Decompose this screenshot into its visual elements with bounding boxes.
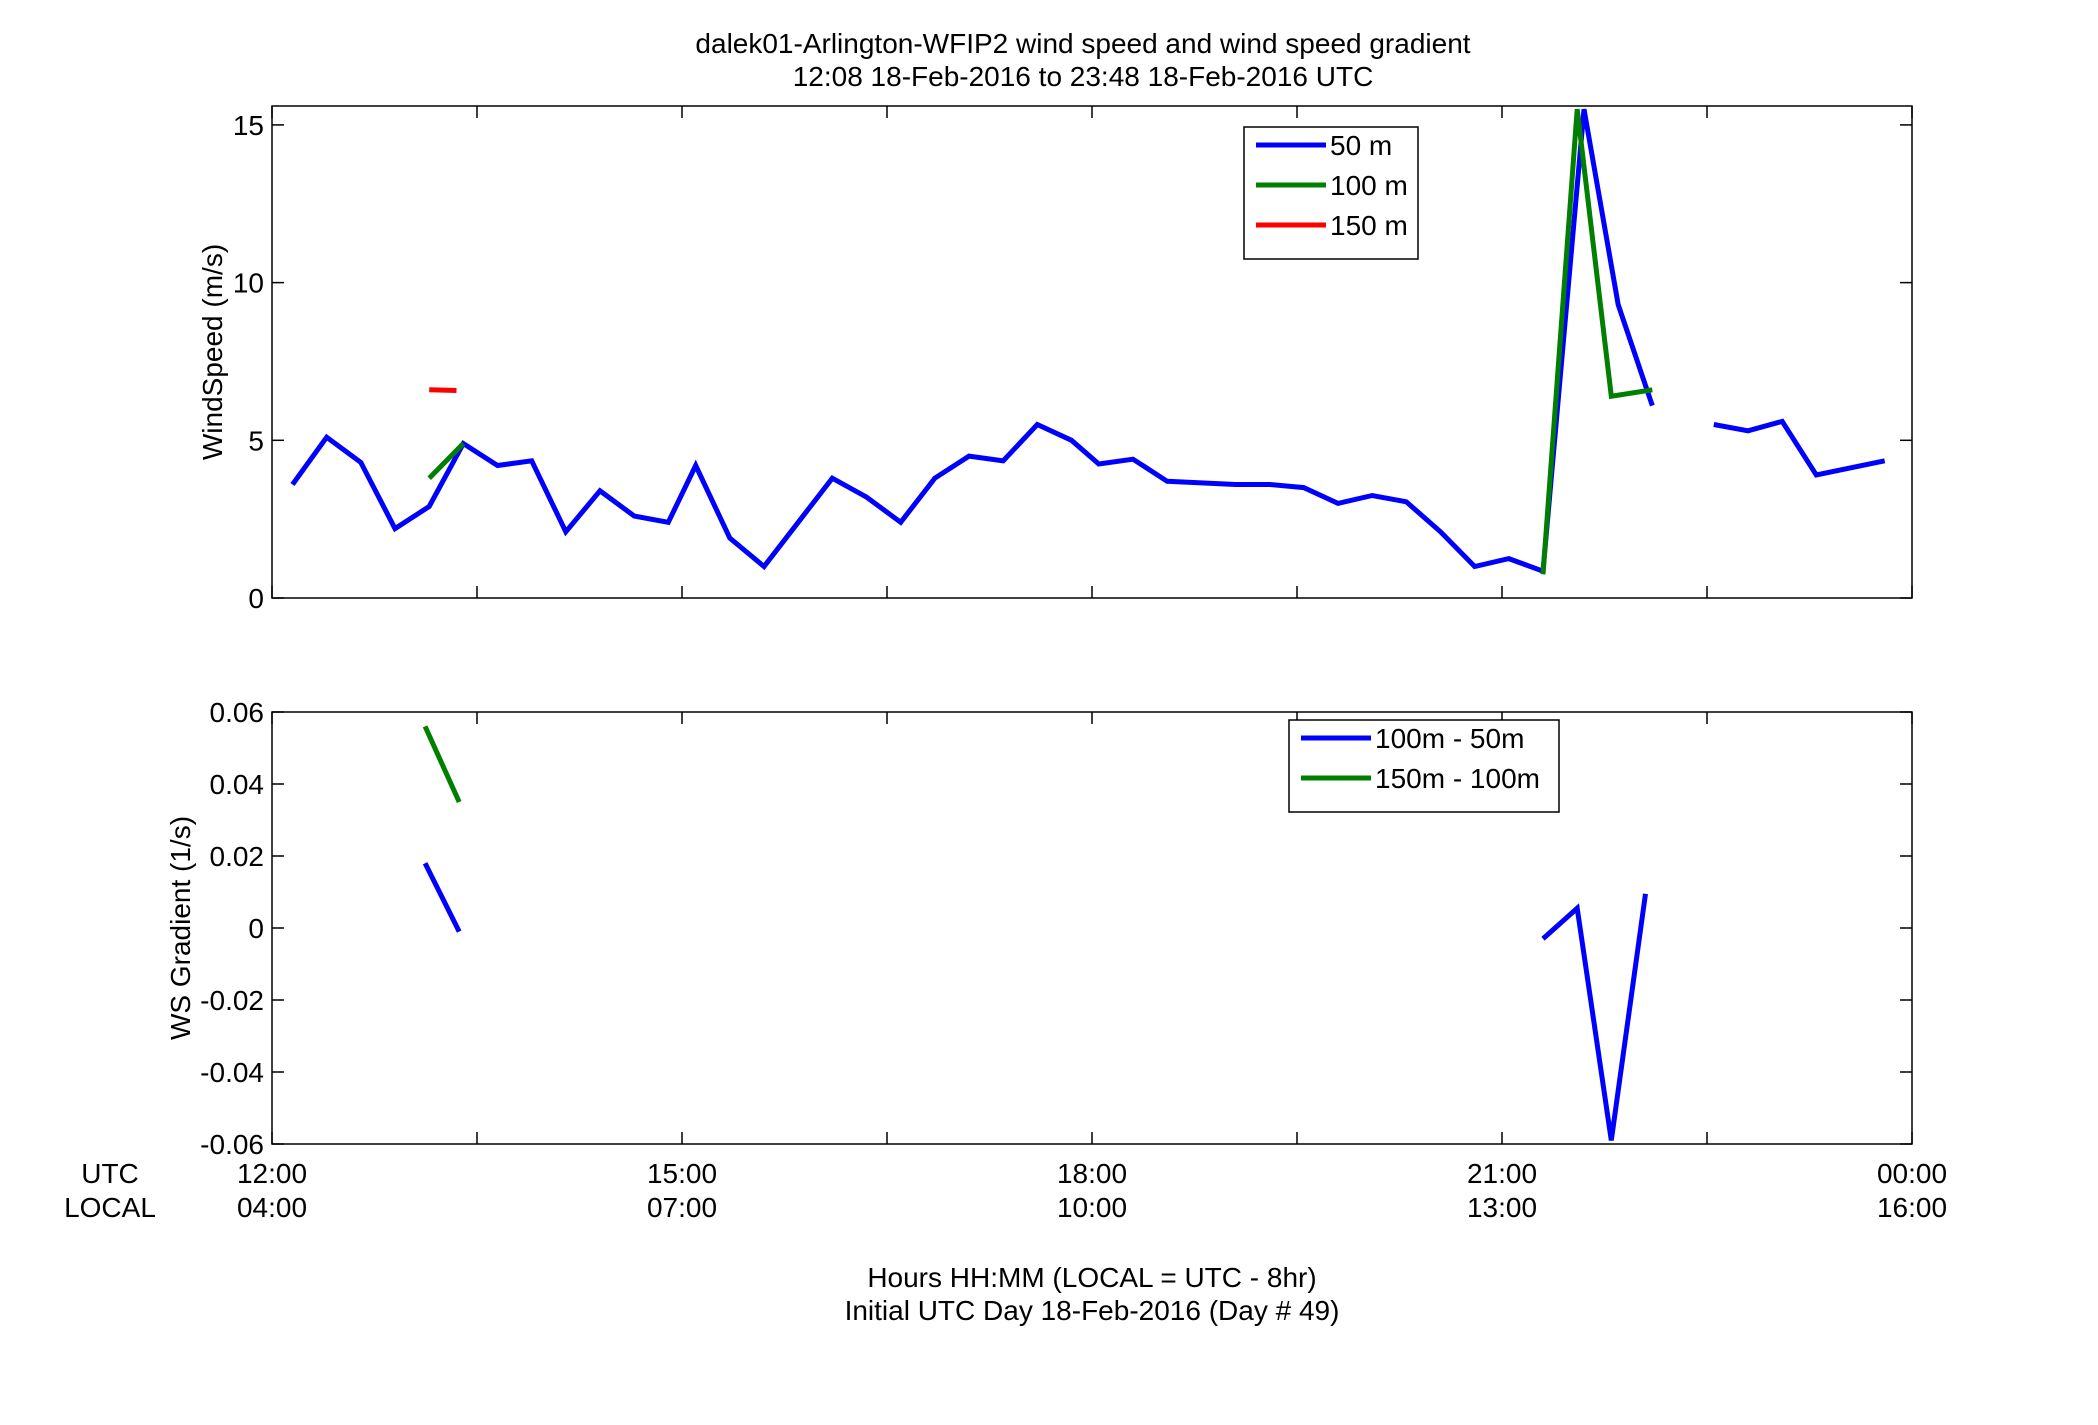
gradient-series-0-line [1541, 893, 1648, 1141]
windspeed-ticks: 0 5 10 15 [233, 106, 1913, 614]
gradient-ytick-label: -0.02 [200, 985, 264, 1016]
windspeed-legend-label: 50 m [1330, 130, 1392, 161]
gradient-plot-box [271, 711, 1913, 1145]
local-tick-label: 04:00 [237, 1192, 307, 1223]
gradient-legend-label: 150m - 100m [1375, 763, 1540, 794]
windspeed-ylabel: WindSpeed (m/s) [197, 244, 228, 460]
local-tick-label: 07:00 [647, 1192, 717, 1223]
gradient-lines [422, 725, 1648, 1141]
windspeed-lines [290, 108, 1886, 575]
windspeed-plot-box [271, 105, 1913, 599]
windspeed-legend-label: 100 m [1330, 170, 1408, 201]
gradient-panel: -0.06 -0.04 -0.02 0 0.02 0.04 0.06 WS Gradient… [165, 697, 1913, 1160]
gradient-ytick-label: 0.04 [210, 769, 265, 800]
windspeed-legend: 50 m 100 m 150 m [1243, 126, 1419, 260]
utc-tick-label: 21:00 [1467, 1158, 1537, 1189]
utc-tick-label: 15:00 [647, 1158, 717, 1189]
windspeed-series-1-line [427, 441, 466, 480]
gradient-ytick-label: 0.06 [210, 697, 265, 728]
windspeed-legend-label: 150 m [1330, 210, 1408, 241]
chart-title-line1: dalek01-Arlington-WFIP2 wind speed and w… [695, 28, 1470, 59]
windspeed-ytick-label: 10 [233, 268, 264, 299]
utc-tick-label: 00:00 [1877, 1158, 1947, 1189]
local-row-label: LOCAL [64, 1192, 156, 1223]
windspeed-ytick-label: 0 [248, 583, 264, 614]
gradient-ylabel: WS Gradient (1/s) [165, 816, 196, 1040]
xaxis-label-line1: Hours HH:MM (LOCAL = UTC - 8hr) [867, 1262, 1316, 1293]
utc-row-label: UTC [81, 1158, 139, 1189]
windspeed-series-1-line [1540, 108, 1653, 575]
chart-title-line2: 12:08 18-Feb-2016 to 23:48 18-Feb-2016 U… [793, 61, 1374, 92]
gradient-ticks: -0.06 -0.04 -0.02 0 0.02 0.04 0.06 [200, 697, 1913, 1160]
windspeed-legend-box [1243, 126, 1419, 260]
local-tick-label: 10:00 [1057, 1192, 1127, 1223]
utc-tick-label: 12:00 [237, 1158, 307, 1189]
windspeed-panel: 0 5 10 15 WindSpeed (m/s) 50 m 100 m 150 m [197, 105, 1913, 614]
gradient-legend-label: 100m - 50m [1375, 723, 1524, 754]
local-tick-label: 16:00 [1877, 1192, 1947, 1223]
gradient-ytick-label: -0.06 [200, 1129, 264, 1160]
gradient-ytick-label: -0.04 [200, 1057, 264, 1088]
windspeed-series-2-line [429, 387, 457, 393]
xaxis-label-line2: Initial UTC Day 18-Feb-2016 (Day # 49) [845, 1295, 1340, 1326]
windspeed-ytick-label: 5 [248, 425, 264, 456]
windspeed-ytick-label: 15 [233, 110, 264, 141]
gradient-series-0-line [422, 862, 462, 933]
gradient-series-1-line [422, 725, 462, 804]
windspeed-series-0-line [1713, 418, 1886, 478]
gradient-legend-box [1288, 719, 1560, 813]
gradient-legend: 100m - 50m 150m - 100m [1288, 719, 1560, 813]
gradient-ytick-label: 0 [248, 913, 264, 944]
local-tick-label: 13:00 [1467, 1192, 1537, 1223]
windspeed-series-0-line [290, 108, 1655, 575]
gradient-ytick-label: 0.02 [210, 841, 265, 872]
utc-tick-label: 18:00 [1057, 1158, 1127, 1189]
